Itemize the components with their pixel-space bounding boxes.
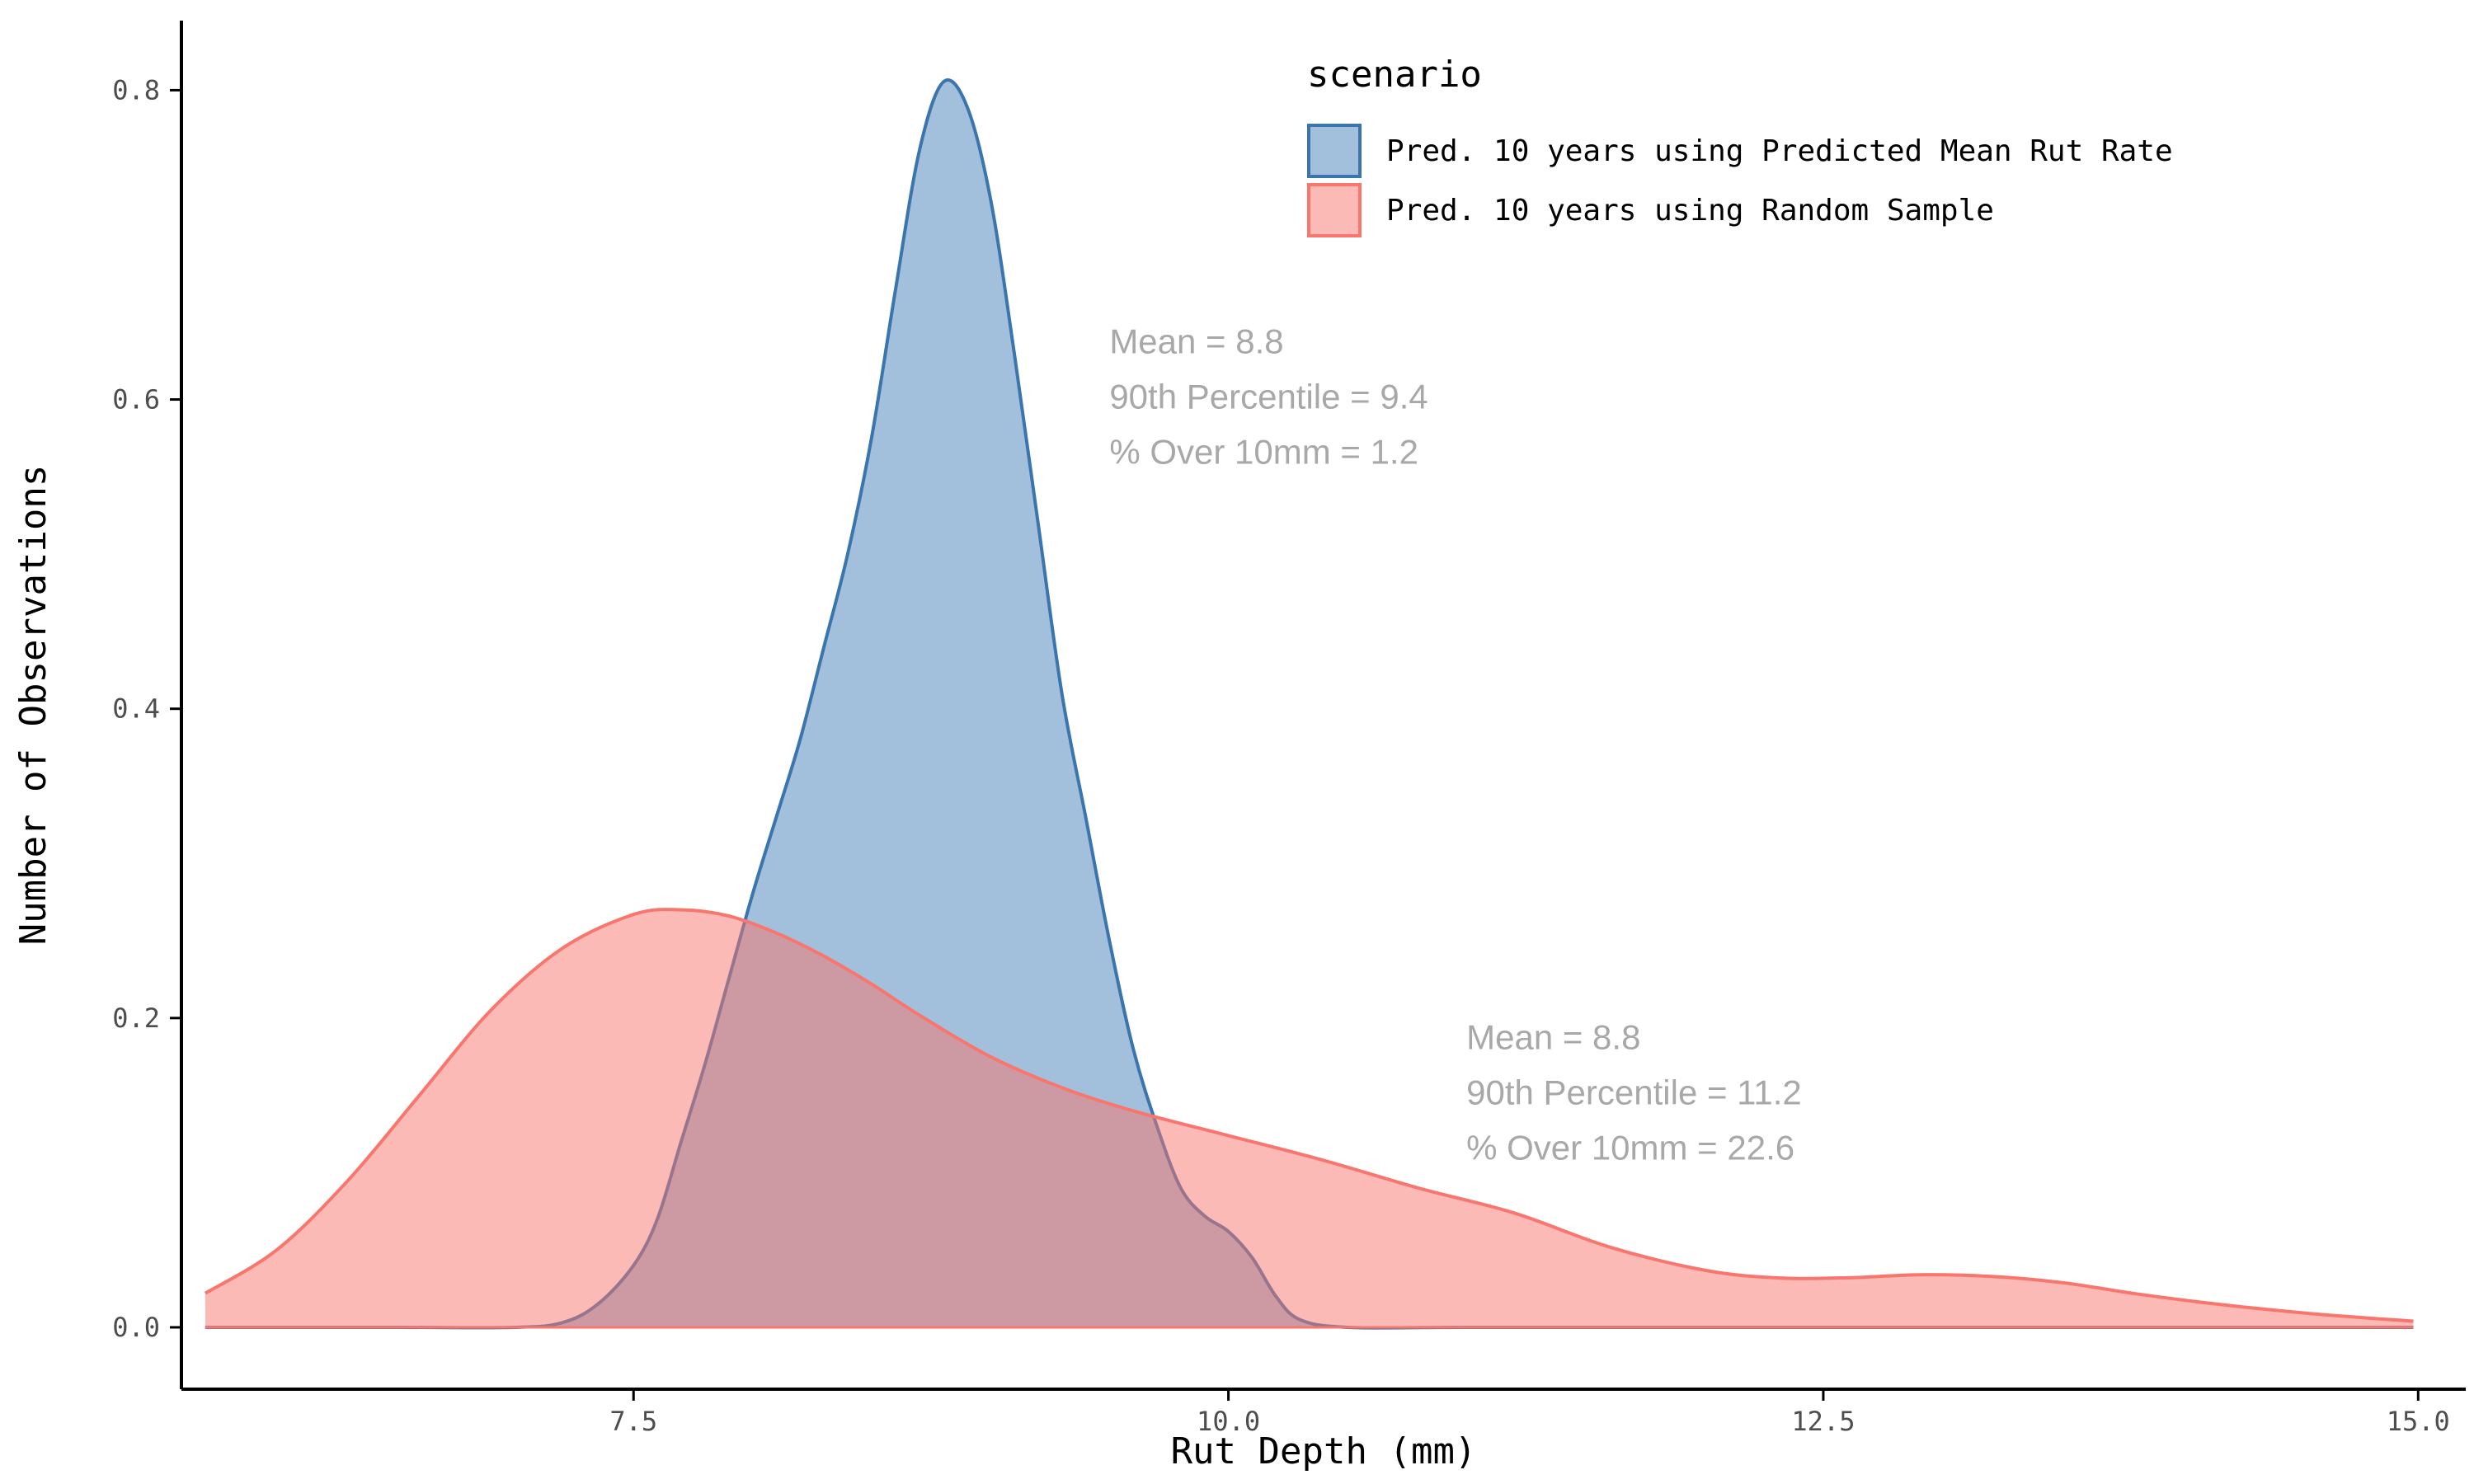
annotation-1-line-1: Mean = 8.8: [1109, 322, 1283, 360]
x-tick-label: 7.5: [609, 1406, 657, 1437]
legend-label: Pred. 10 years using Predicted Mean Rut …: [1386, 134, 2173, 168]
density-area-pred-10-years-using-random-sample: [205, 909, 2414, 1327]
x-tick-label: 12.5: [1791, 1406, 1855, 1437]
annotation-1-line-3: % Over 10mm = 1.2: [1109, 432, 1418, 471]
legend-swatch: [1307, 183, 1362, 237]
x-tick-label: 10.0: [1197, 1406, 1260, 1437]
y-axis-title: Number of Observations: [12, 465, 54, 946]
annotation-1-line-2: 90th Percentile = 9.4: [1109, 377, 1427, 416]
y-tick-label: 0.4: [112, 693, 160, 725]
y-tick-label: 0.6: [112, 384, 160, 416]
y-tick-label: 0.0: [112, 1312, 160, 1343]
legend-item-pred-10-years-using-random-sample: Pred. 10 years using Random Sample: [1307, 183, 1994, 237]
annotation-2-line-1: Mean = 8.8: [1466, 1017, 1640, 1056]
legend-item-pred-10-years-using-predicted-mean-rut-rate: Pred. 10 years using Predicted Mean Rut …: [1307, 124, 2173, 178]
plot-area: [204, 78, 2414, 1330]
x-tick-label: 15.0: [2387, 1406, 2450, 1437]
x-axis-title: Rut Depth (mm): [1171, 1430, 1477, 1472]
legend-title: scenario: [1307, 54, 1482, 96]
legend-swatch: [1307, 124, 1362, 178]
axes: 7.5 10.0 12.5 15.0 0.0 0.2 0.4 0.6 0.8: [112, 21, 2466, 1437]
y-tick-label: 0.8: [112, 74, 160, 106]
legend-label: Pred. 10 years using Random Sample: [1386, 194, 1994, 228]
y-tick-label: 0.2: [112, 1003, 160, 1034]
density-line-pred-10-years-using-random-sample: [204, 908, 2414, 1323]
annotation-2-line-3: % Over 10mm = 22.6: [1466, 1128, 1794, 1167]
legend: scenario Pred. 10 years using Predicted M…: [1307, 54, 2173, 237]
annotations: Mean = 8.8 90th Percentile = 9.4 % Over 10…: [1109, 322, 1801, 1167]
annotation-2-line-2: 90th Percentile = 11.2: [1466, 1073, 1802, 1111]
